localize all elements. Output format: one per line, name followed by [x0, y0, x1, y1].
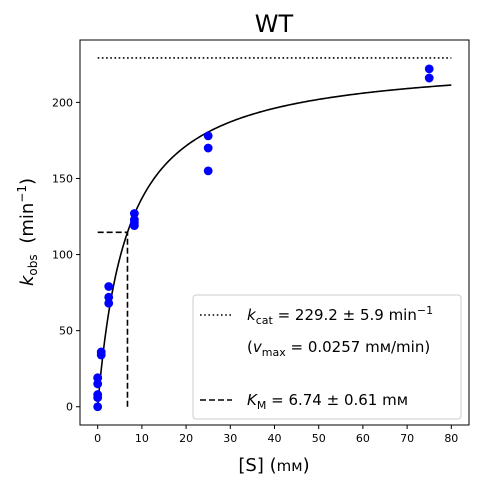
chart-title: WT: [255, 10, 294, 38]
x-axis-title-unit: mм: [277, 457, 303, 475]
x-tick-label: 60: [356, 432, 370, 445]
legend-km-text: = 6.74 ± 0.61 mм: [266, 391, 408, 409]
legend-vmax-text: = 0.0257 mм/min): [286, 338, 430, 356]
data-point: [104, 282, 114, 291]
y-tick-label: 50: [59, 325, 73, 338]
x-tick-label: 30: [223, 432, 237, 445]
x-tick-label: 10: [135, 432, 149, 445]
x-tick-label: 50: [312, 432, 326, 445]
data-point: [104, 298, 114, 308]
y-axis-title-close: ): [17, 178, 38, 185]
legend-vmax-open: (: [247, 338, 253, 356]
y-axis-title-sub: obs: [26, 254, 40, 275]
data-point: [93, 373, 103, 383]
x-axis-title-close: ): [303, 455, 310, 476]
data-point: [129, 209, 139, 218]
x-axis-title: [S] (mм): [238, 455, 309, 476]
data-point: [424, 73, 434, 83]
data-point: [93, 379, 103, 389]
x-tick-label: 70: [400, 432, 414, 445]
legend-kcat-k: k: [247, 306, 257, 324]
data-points: [93, 64, 434, 412]
y-axis-title: kobs (min−1): [15, 178, 40, 286]
legend-vmax-label: (vmax = 0.0257 mм/min): [247, 338, 430, 359]
y-tick-label: 200: [52, 96, 73, 109]
legend-kcat-sup: −1: [417, 304, 433, 317]
data-point: [96, 347, 106, 357]
x-axis-ticks: 0 10 20 30 40 50 60 70 80: [94, 425, 458, 445]
data-point: [129, 215, 139, 224]
legend-km-sub: M: [257, 399, 267, 412]
data-point: [424, 64, 434, 74]
legend-vmax-sub: max: [262, 346, 286, 359]
y-axis-title-k: k: [17, 274, 38, 286]
legend-kcat-text: = 229.2 ± 5.9 min: [273, 306, 417, 324]
legend-box: [192, 294, 462, 420]
y-axis-title-sup: −1: [15, 185, 29, 203]
x-axis-title-main: [S] (: [238, 455, 276, 476]
x-tick-label: 0: [94, 432, 101, 445]
legend-vmax-v: v: [253, 338, 263, 356]
data-point: [104, 292, 114, 302]
legend: kcat = 229.2 ± 5.9 min−1 (vmax = 0.0257 …: [192, 294, 462, 420]
y-tick-label: 150: [52, 172, 73, 185]
legend-kcat-label: kcat = 229.2 ± 5.9 min−1: [247, 304, 433, 327]
data-point: [203, 131, 213, 141]
legend-km-label: KM = 6.74 ± 0.61 mм: [247, 391, 408, 412]
legend-kcat-sub: cat: [256, 314, 274, 327]
y-tick-label: 0: [66, 401, 73, 414]
x-tick-label: 40: [268, 432, 282, 445]
data-point: [93, 402, 103, 412]
plot-area: [93, 57, 452, 412]
data-point: [203, 166, 213, 176]
y-tick-label: 100: [52, 249, 73, 262]
data-point: [203, 143, 213, 153]
data-point: [93, 390, 103, 399]
fit-curve: [96, 84, 452, 407]
y-axis-title-unit: (min: [17, 203, 38, 244]
legend-km-k: K: [247, 391, 258, 409]
x-tick-label: 80: [444, 432, 458, 445]
y-axis-ticks: 0 50 100 150 200: [52, 96, 80, 414]
reference-lines: [97, 57, 452, 407]
x-tick-label: 20: [179, 432, 193, 445]
